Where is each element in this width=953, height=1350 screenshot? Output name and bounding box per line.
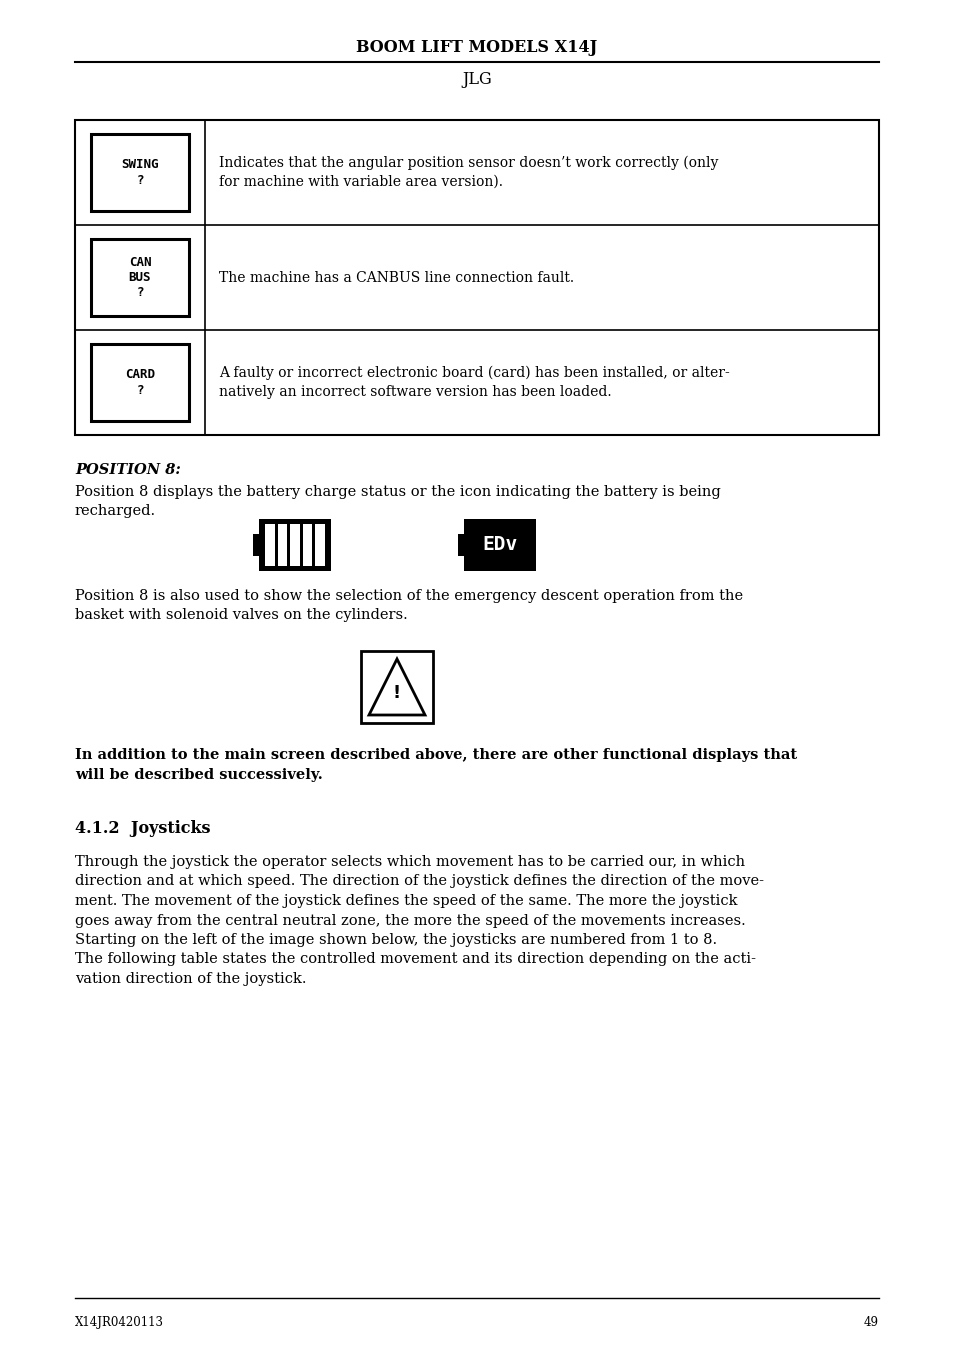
Text: CARD
?: CARD ?	[125, 369, 154, 397]
Text: In addition to the main screen described above, there are other functional displ: In addition to the main screen described…	[75, 748, 797, 782]
Bar	[457, 535, 463, 556]
Text: Position 8 displays the battery charge status or the icon indicating the battery: Position 8 displays the battery charge s…	[75, 485, 720, 518]
Text: A faulty or incorrect electronic board (card) has been installed, or alter-
nati: A faulty or incorrect electronic board (…	[219, 366, 729, 400]
Text: CAN
BUS
?: CAN BUS ?	[129, 256, 152, 298]
Text: EDv: EDv	[482, 536, 517, 555]
Text: 4.1.2  Joysticks: 4.1.2 Joysticks	[75, 819, 211, 837]
Text: 49: 49	[863, 1316, 878, 1328]
Bar	[265, 524, 274, 566]
Bar	[302, 524, 312, 566]
Bar	[360, 651, 433, 724]
Text: Through the joystick the operator selects which movement has to be carried our, : Through the joystick the operator select…	[75, 855, 763, 985]
Text: X14JR0420113: X14JR0420113	[75, 1316, 164, 1328]
Polygon shape	[369, 659, 424, 716]
Text: !: !	[393, 683, 400, 702]
Bar	[91, 344, 189, 421]
Text: Position 8 is also used to show the selection of the emergency descent operation: Position 8 is also used to show the sele…	[75, 589, 742, 622]
Bar	[91, 239, 189, 316]
Text: JLG: JLG	[461, 72, 492, 89]
Bar	[258, 518, 331, 571]
Text: POSITION 8:: POSITION 8:	[75, 463, 180, 477]
Text: Indicates that the angular position sensor doesn’t work correctly (only
for mach: Indicates that the angular position sens…	[219, 155, 718, 189]
Text: The machine has a CANBUS line connection fault.: The machine has a CANBUS line connection…	[219, 270, 574, 285]
Bar	[290, 524, 299, 566]
Text: SWING
?: SWING ?	[121, 158, 158, 186]
Bar	[315, 524, 325, 566]
Bar	[253, 535, 258, 556]
Text: BOOM LIFT MODELS X14J: BOOM LIFT MODELS X14J	[356, 39, 597, 57]
Bar	[75, 120, 878, 435]
Bar	[277, 524, 287, 566]
Bar	[91, 134, 189, 211]
Bar	[463, 518, 536, 571]
